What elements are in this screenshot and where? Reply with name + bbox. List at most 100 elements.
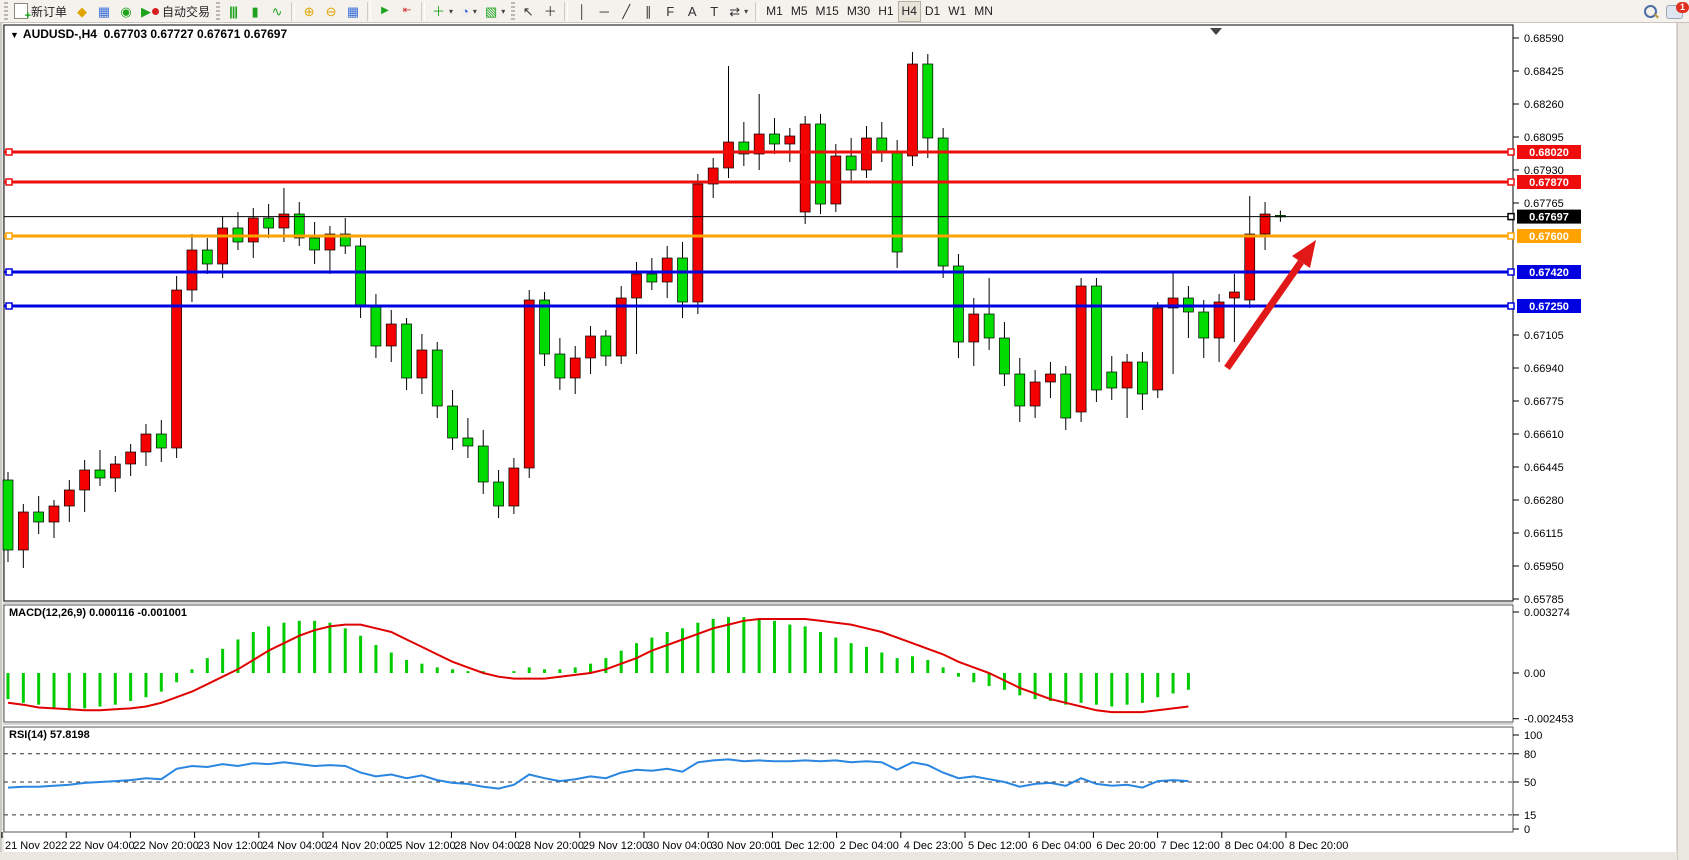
macd-axis-label: -0.002453 xyxy=(1524,714,1574,726)
candle-body xyxy=(646,273,658,283)
candle-body xyxy=(723,141,734,169)
toolbar-right-icons: 1 xyxy=(1644,0,1689,23)
candle-body xyxy=(907,63,918,157)
candle-body xyxy=(692,183,704,303)
new-order-button[interactable]: + 新订单 xyxy=(10,1,71,22)
price-axis-label: 0.68260 xyxy=(1524,99,1564,111)
red-up-arrow-head[interactable] xyxy=(1292,240,1316,268)
svg-text:0.68020: 0.68020 xyxy=(1529,147,1569,159)
price-axis-label: 0.66445 xyxy=(1524,462,1564,474)
text-label-tool-button[interactable]: T xyxy=(703,1,725,22)
chart-shift-button[interactable]: ⇤ xyxy=(396,1,418,22)
zoom-out-icon: ⊖ xyxy=(325,3,337,19)
candle-body xyxy=(401,323,412,379)
candle-body xyxy=(186,249,198,291)
line-axis-marker xyxy=(1507,268,1515,276)
price-axis-label: 0.67930 xyxy=(1524,165,1564,177)
notification-badge: 1 xyxy=(1676,1,1689,13)
timeframe-button-M30[interactable]: M30 xyxy=(843,1,874,22)
price-axis-label: 0.66940 xyxy=(1524,363,1564,375)
candle-body xyxy=(125,451,136,465)
search-icon[interactable] xyxy=(1644,4,1659,19)
vertical-line-tool-button[interactable]: │ xyxy=(571,1,593,22)
symbol-period-label: AUDUSD-,H4 xyxy=(22,27,97,41)
candle-body xyxy=(845,155,857,171)
candle-body xyxy=(155,433,167,449)
candle-body xyxy=(1121,361,1133,389)
crosshair-tool-button[interactable]: ＋ xyxy=(539,1,561,22)
line-anchor-marker[interactable] xyxy=(5,148,13,156)
arrows-tool-button[interactable]: ⇄ ▾ xyxy=(725,1,752,22)
timeframe-button-H1[interactable]: H1 xyxy=(874,1,897,22)
time-axis[interactable] xyxy=(0,833,1513,852)
chart-shift-marker[interactable] xyxy=(1210,28,1222,35)
templates-button[interactable]: ▧ ▾ xyxy=(481,1,509,22)
autotrading-button[interactable]: ▶ 自动交易 xyxy=(137,1,214,22)
fibonacci-tool-button[interactable]: F xyxy=(659,1,681,22)
candle-body xyxy=(63,489,75,507)
line-chart-button[interactable]: ∿ xyxy=(266,1,288,22)
line-axis-marker xyxy=(1507,212,1515,221)
main-chart-plot-area[interactable] xyxy=(3,24,1514,602)
channel-tool-button[interactable]: ∥ xyxy=(637,1,659,22)
trendline-tool-button[interactable]: ╱ xyxy=(615,1,637,22)
candlestick-chart-button[interactable]: ▮ xyxy=(244,1,266,22)
price-axis-label: 0.65785 xyxy=(1524,594,1564,606)
candle-body xyxy=(876,137,888,153)
cursor-tool-button[interactable]: ↖ xyxy=(517,1,539,22)
timeframe-button-M15[interactable]: M15 xyxy=(812,1,843,22)
candle-body xyxy=(983,313,995,339)
svg-text:0.67600: 0.67600 xyxy=(1529,231,1569,243)
candle-body xyxy=(1106,371,1118,389)
time-axis-label: 8 Dec 04:00 xyxy=(1225,840,1284,852)
price-axis-label: 0.66115 xyxy=(1524,528,1563,540)
auto-scroll-button[interactable]: ▶ xyxy=(374,1,396,22)
red-up-arrow[interactable] xyxy=(1224,259,1304,371)
bar-chart-button[interactable]: ||| xyxy=(222,1,244,22)
toolbar-separator xyxy=(367,1,372,21)
zoom-out-button[interactable]: ⊖ xyxy=(320,1,342,22)
time-axis-label: 30 Nov 20:00 xyxy=(711,840,776,852)
timeframe-button-M1[interactable]: M1 xyxy=(762,1,787,22)
indicators-button[interactable]: ＋ ▾ xyxy=(428,1,457,22)
timeframe-button-MN[interactable]: MN xyxy=(970,1,997,22)
line-anchor-marker[interactable] xyxy=(5,302,13,310)
terminal-button[interactable]: ▦ xyxy=(93,1,115,22)
candle-body xyxy=(830,155,842,205)
time-axis-label: 30 Nov 04:00 xyxy=(647,840,712,852)
price-axis-label: 0.67105 xyxy=(1524,330,1564,342)
candle-body xyxy=(385,323,397,347)
price-tag xyxy=(1517,209,1581,224)
line-anchor-marker[interactable] xyxy=(5,178,13,186)
rsi-line xyxy=(7,758,1189,790)
candle-body xyxy=(1229,291,1240,299)
timeframe-button-W1[interactable]: W1 xyxy=(944,1,970,22)
line-anchor-marker[interactable] xyxy=(5,232,13,240)
periods-button[interactable]: ◔ ▾ xyxy=(457,1,481,22)
zoom-in-button[interactable]: ⊕ xyxy=(298,1,320,22)
signals-button[interactable]: ◉ xyxy=(115,1,137,22)
symbol-dropdown-icon[interactable]: ▼ xyxy=(10,30,19,40)
timeframe-button-M5[interactable]: M5 xyxy=(787,1,812,22)
timeframe-button-D1[interactable]: D1 xyxy=(921,1,944,22)
candle-body xyxy=(508,467,520,507)
periods-clock-icon: ◔ xyxy=(461,3,469,19)
line-anchor-marker[interactable] xyxy=(5,268,13,276)
text-icon: A xyxy=(687,3,697,19)
metaeditor-button[interactable]: ◆ xyxy=(71,1,93,22)
text-tool-button[interactable]: A xyxy=(681,1,703,22)
candle-body xyxy=(447,405,458,439)
horizontal-line-tool-button[interactable]: ─ xyxy=(593,1,615,22)
tile-windows-button[interactable]: ▦ xyxy=(342,1,364,22)
time-axis-label: 24 Nov 04:00 xyxy=(262,840,327,852)
candle-body xyxy=(2,479,14,551)
candle-body xyxy=(1244,233,1256,301)
timeframe-button-H4[interactable]: H4 xyxy=(897,0,921,22)
rsi-panel[interactable] xyxy=(3,726,1514,833)
candle-body xyxy=(48,505,60,523)
price-axis[interactable] xyxy=(1513,25,1677,832)
candlestick-chart-icon: ▮ xyxy=(251,3,259,19)
chat-icon[interactable]: 1 xyxy=(1666,1,1689,19)
indicators-icon: ＋ xyxy=(432,3,446,19)
